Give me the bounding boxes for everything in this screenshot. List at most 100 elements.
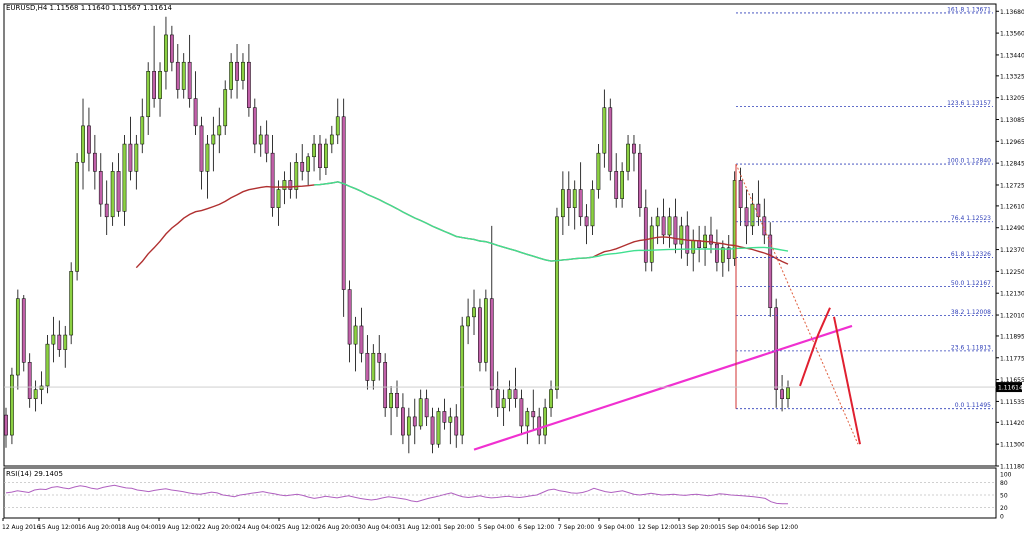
candle-body [359,325,364,354]
rsi-tick-label: 20 [1000,505,1008,512]
candle-body [578,189,583,218]
candle-body [318,143,322,168]
price-tick-label: 1.11420 [1000,420,1024,427]
candle-body [164,34,168,72]
fibonacci-level-label: 100.0 1.12840 [947,158,991,165]
candle-body [92,152,97,172]
price-tick-label: 1.12845 [1000,161,1024,168]
fibonacci-level-label: 38.2 1.12008 [951,309,991,316]
last-price-label: 1.11614 [998,385,1023,392]
candle-body [395,392,399,409]
candle-body [51,334,56,345]
candle-body [57,334,62,350]
price-tick-label: 1.12490 [1000,225,1024,232]
candle-body [347,289,352,345]
candle-body [116,171,121,212]
candle-body [175,61,180,90]
candle-body [146,71,151,118]
slow-moving-average-line [135,181,789,269]
candle-body [566,189,571,208]
candle-body [744,207,749,227]
candle-body [549,389,553,409]
candle-body [341,116,346,290]
price-tick-label: 1.13325 [1000,73,1024,80]
candle-body [110,171,115,218]
price-tick-label: 1.13440 [1000,52,1024,59]
candle-body [69,271,74,336]
candle-body [329,134,334,145]
price-tick-label: 1.12130 [1000,291,1024,298]
candle-body [365,352,370,381]
candle-body [673,216,678,245]
price-tick-label: 1.12370 [1000,247,1024,254]
candle-body [608,107,613,172]
candle-body [383,362,388,409]
candle-body [460,325,465,436]
candle-body [649,225,654,263]
candle-body [430,416,435,445]
rsi-tick-label: 100 [1000,472,1012,479]
candle-body [525,411,530,427]
rsi-pane-border [3,467,997,519]
candle-body [15,298,20,376]
candle-body [513,389,518,399]
time-tick-label: 6 Sep 12:00 [518,524,554,531]
main-price-pane: 1.13680 1.13560 1.13440 1.13325 1.13205 1.130… [3,3,1024,471]
candle-body [81,125,85,163]
candle-body [661,216,666,236]
candle-body [436,411,441,445]
candle-body [193,98,198,127]
candle-body [152,71,156,99]
time-tick-label: 9 Sep 04:00 [598,524,634,531]
candle-body [519,398,524,427]
candle-body [555,216,559,390]
candle-body [501,398,506,409]
candle-body [10,374,14,436]
price-pane-border [3,3,997,467]
candle-body [270,152,275,208]
candle-body [638,152,642,208]
time-tick-label: 5 Sep 04:00 [478,524,514,531]
price-tick-label: 1.12610 [1000,203,1024,210]
candle-body [495,389,500,409]
price-tick-label: 1.13085 [1000,117,1024,124]
candle-body [324,143,328,168]
candle-body [229,61,234,90]
candle-body [128,143,133,172]
fibonacci-level-label: 0.0 1.11495 [955,402,991,409]
time-tick-label: 22 Aug 20:00 [198,524,239,531]
candle-body [312,143,316,158]
candle-body [217,125,222,136]
time-tick-label: 16 Sep 12:00 [758,524,798,531]
candle-body [4,414,8,436]
time-tick-label: 12 Sep 12:00 [638,524,678,531]
candle-body [738,180,743,208]
time-tick-label: 15 Sep 04:00 [718,524,758,531]
candle-body [98,171,103,205]
price-tick-label: 1.11535 [1000,399,1024,406]
candle-body [353,325,358,345]
candle-body [442,411,447,423]
candle-body [187,61,192,99]
candle-body [531,411,536,418]
candle-body [543,407,547,436]
price-tick-label: 1.13680 [1000,9,1024,16]
candle-body [596,152,601,190]
candle-body [158,71,162,99]
candle-body [300,161,305,172]
candle-body [412,416,417,427]
candle-body [762,216,767,236]
price-tick-label: 1.11895 [1000,333,1024,340]
support-trendline [473,324,853,451]
time-tick-label: 31 Aug 12:00 [398,524,439,531]
candle-body [448,416,453,423]
fibonacci-level-label: 23.6 1.11813 [951,344,991,351]
projection-down-line [833,316,861,445]
candle-body [282,180,287,190]
time-tick-label: 24 Aug 04:00 [238,524,279,531]
candle-body [122,143,127,212]
candle-body [720,247,725,263]
candle-body [472,307,476,318]
candle-body [371,352,376,381]
